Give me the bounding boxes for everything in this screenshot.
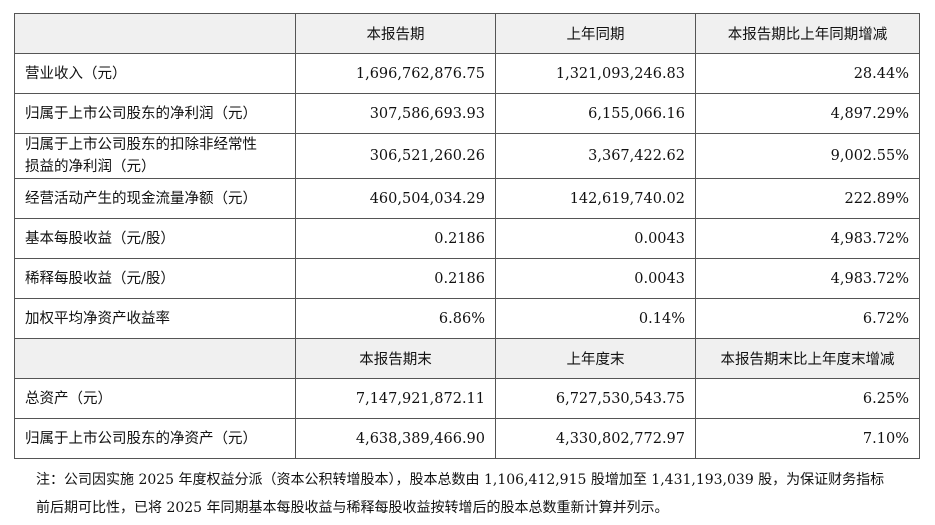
row-label-text: 归属于上市公司股东的扣除非经常性损益的净利润（元） (25, 137, 257, 175)
header-cell: 本报告期 (295, 13, 496, 54)
data-row: 营业收入（元） 1,696,762,876.75 1,321,093,246.83 2… (14, 53, 920, 94)
value-cell: 9,002.55% (695, 133, 920, 179)
data-row: 基本每股收益（元/股） 0.2186 0.0043 4,983.72% (14, 218, 920, 259)
value-cell: 28.44% (695, 53, 920, 94)
data-row: 归属于上市公司股东的净资产（元） 4,638,389,466.90 4,330,80… (14, 418, 920, 459)
value-cell: 1,696,762,876.75 (295, 53, 496, 94)
header-cell: 本报告期末 (295, 338, 496, 379)
value-cell: 7,147,921,872.11 (295, 378, 496, 419)
value-cell: 222.89% (695, 178, 920, 219)
row-label-text: 归属于上市公司股东的净资产（元） (25, 430, 257, 447)
value-cell: 4,897.29% (695, 93, 920, 134)
header-cell: 上年同期 (495, 13, 696, 54)
row-label: 归属于上市公司股东的净利润（元） (14, 93, 296, 134)
row-label-text: 营业收入（元） (25, 65, 127, 82)
row-label-text: 总资产（元） (25, 390, 112, 407)
value-cell: 6,155,066.16 (495, 93, 696, 134)
value-cell: 1,321,093,246.83 (495, 53, 696, 94)
data-row: 归属于上市公司股东的净利润（元） 307,586,693.93 6,155,066.… (14, 93, 920, 134)
data-row: 归属于上市公司股东的扣除非经常性损益的净利润（元） 306,521,260.26 3… (14, 133, 920, 179)
value-cell: 0.14% (495, 298, 696, 339)
data-row: 稀释每股收益（元/股） 0.2186 0.0043 4,983.72% (14, 258, 920, 299)
value-cell: 6,727,530,543.75 (495, 378, 696, 419)
header-cell: 上年度末 (495, 338, 696, 379)
row-label: 营业收入（元） (14, 53, 296, 94)
value-cell: 4,983.72% (695, 218, 920, 259)
header-row: 本报告期末 上年度末 本报告期末比上年度末增减 (14, 338, 920, 379)
value-cell: 4,983.72% (695, 258, 920, 299)
header-row: 本报告期 上年同期 本报告期比上年同期增减 (14, 13, 920, 54)
data-row: 总资产（元） 7,147,921,872.11 6,727,530,543.75 6.… (14, 378, 920, 419)
row-label: 归属于上市公司股东的扣除非经常性损益的净利润（元） (14, 133, 296, 179)
row-label: 总资产（元） (14, 378, 296, 419)
value-cell: 4,638,389,466.90 (295, 418, 496, 459)
table-body: 本报告期 上年同期 本报告期比上年同期增减营业收入（元） 1,696,762,876.… (14, 13, 920, 459)
value-cell: 6.25% (695, 378, 920, 419)
header-cell: 本报告期比上年同期增减 (695, 13, 920, 54)
financial-table: 本报告期 上年同期 本报告期比上年同期增减营业收入（元） 1,696,762,876.… (14, 13, 920, 459)
row-label: 稀释每股收益（元/股） (14, 258, 296, 299)
value-cell: 0.2186 (295, 258, 496, 299)
value-cell: 6.72% (695, 298, 920, 339)
value-cell: 0.2186 (295, 218, 496, 259)
header-cell: 本报告期末比上年度末增减 (695, 338, 920, 379)
data-row: 经营活动产生的现金流量净额（元） 460,504,034.29 142,619,74… (14, 178, 920, 219)
value-cell: 142,619,740.02 (495, 178, 696, 219)
value-cell: 7.10% (695, 418, 920, 459)
value-cell: 306,521,260.26 (295, 133, 496, 179)
row-label: 加权平均净资产收益率 (14, 298, 296, 339)
table-wrap: 本报告期 上年同期 本报告期比上年同期增减营业收入（元） 1,696,762,876.… (14, 13, 920, 459)
value-cell: 307,586,693.93 (295, 93, 496, 134)
header-cell (14, 338, 296, 379)
row-label: 基本每股收益（元/股） (14, 218, 296, 259)
row-label: 经营活动产生的现金流量净额（元） (14, 178, 296, 219)
value-cell: 6.86% (295, 298, 496, 339)
row-label: 归属于上市公司股东的净资产（元） (14, 418, 296, 459)
row-label-text: 加权平均净资产收益率 (25, 310, 170, 327)
data-row: 加权平均净资产收益率 6.86% 0.14% 6.72% (14, 298, 920, 339)
row-label-text: 归属于上市公司股东的净利润（元） (25, 105, 257, 122)
value-cell: 0.0043 (495, 218, 696, 259)
value-cell: 4,330,802,772.97 (495, 418, 696, 459)
row-label-text: 经营活动产生的现金流量净额（元） (25, 190, 257, 207)
value-cell: 0.0043 (495, 258, 696, 299)
row-label-text: 基本每股收益（元/股） (25, 230, 175, 247)
header-cell (14, 13, 296, 54)
value-cell: 3,367,422.62 (495, 133, 696, 179)
value-cell: 460,504,034.29 (295, 178, 496, 219)
note: 注：公司因实施 2025 年度权益分派（资本公积转增股本），股本总数由 1,10… (36, 472, 885, 516)
row-label-text: 稀释每股收益（元/股） (25, 270, 175, 287)
